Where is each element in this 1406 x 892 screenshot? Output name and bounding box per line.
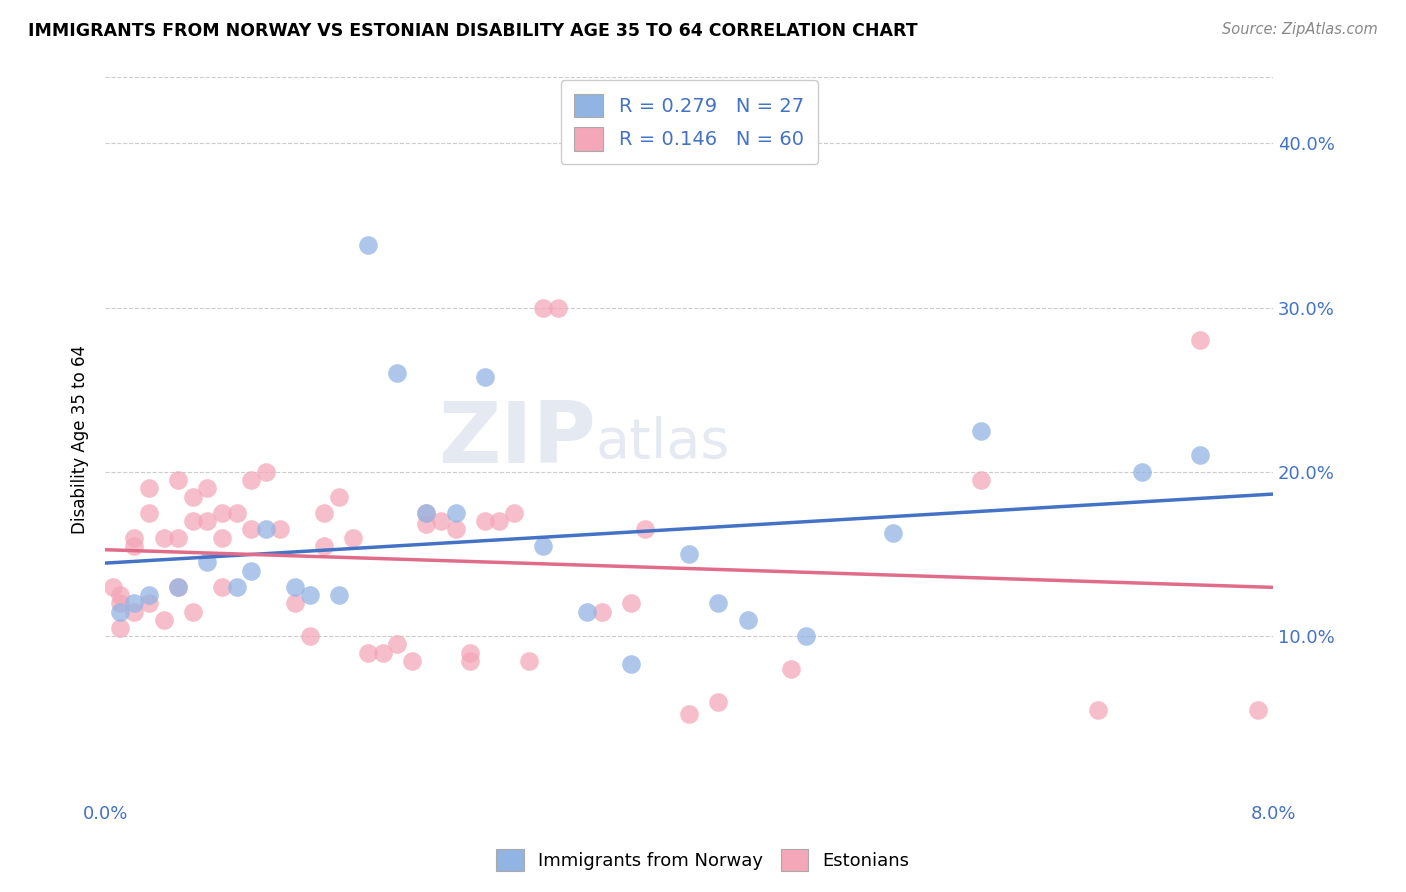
Point	[211, 580, 233, 594]
Point	[458, 646, 481, 660]
Point	[138, 596, 160, 610]
Point	[1087, 703, 1109, 717]
Point	[531, 301, 554, 315]
Point	[1189, 334, 1212, 348]
Point	[1189, 449, 1212, 463]
Point	[284, 580, 307, 594]
Point	[371, 646, 394, 660]
Point	[167, 473, 190, 487]
Point	[108, 605, 131, 619]
Text: ZIP: ZIP	[437, 398, 596, 481]
Point	[620, 596, 643, 610]
Point	[314, 506, 336, 520]
Point	[225, 506, 247, 520]
Text: Source: ZipAtlas.com: Source: ZipAtlas.com	[1222, 22, 1378, 37]
Y-axis label: Disability Age 35 to 64: Disability Age 35 to 64	[72, 344, 89, 533]
Text: IMMIGRANTS FROM NORWAY VS ESTONIAN DISABILITY AGE 35 TO 64 CORRELATION CHART: IMMIGRANTS FROM NORWAY VS ESTONIAN DISAB…	[28, 22, 918, 40]
Point	[415, 517, 437, 532]
Point	[124, 539, 146, 553]
Point	[415, 506, 437, 520]
Point	[385, 366, 408, 380]
Point	[488, 514, 510, 528]
Point	[678, 706, 700, 721]
Point	[254, 465, 277, 479]
Point	[197, 555, 219, 569]
Point	[138, 506, 160, 520]
Point	[458, 654, 481, 668]
Legend: Immigrants from Norway, Estonians: Immigrants from Norway, Estonians	[489, 842, 917, 879]
Point	[415, 506, 437, 520]
Point	[517, 654, 540, 668]
Point	[152, 613, 174, 627]
Point	[197, 514, 219, 528]
Point	[503, 506, 526, 520]
Point	[474, 369, 496, 384]
Point	[211, 506, 233, 520]
Point	[634, 523, 657, 537]
Point	[357, 646, 380, 660]
Point	[284, 596, 307, 610]
Point	[328, 490, 350, 504]
Point	[240, 473, 263, 487]
Point	[970, 473, 993, 487]
Point	[444, 523, 467, 537]
Point	[138, 481, 160, 495]
Point	[269, 523, 291, 537]
Point	[531, 539, 554, 553]
Point	[620, 657, 643, 672]
Point	[401, 654, 423, 668]
Point	[108, 621, 131, 635]
Point	[181, 490, 204, 504]
Point	[298, 629, 321, 643]
Point	[737, 613, 759, 627]
Point	[314, 539, 336, 553]
Point	[108, 596, 131, 610]
Point	[780, 662, 803, 676]
Point	[794, 629, 817, 643]
Point	[591, 605, 613, 619]
Point	[225, 580, 247, 594]
Text: atlas: atlas	[596, 416, 730, 470]
Point	[240, 523, 263, 537]
Point	[138, 588, 160, 602]
Point	[240, 564, 263, 578]
Point	[181, 514, 204, 528]
Point	[167, 531, 190, 545]
Point	[678, 547, 700, 561]
Legend: R = 0.279   N = 27, R = 0.146   N = 60: R = 0.279 N = 27, R = 0.146 N = 60	[561, 80, 818, 164]
Point	[575, 605, 598, 619]
Point	[385, 638, 408, 652]
Point	[124, 605, 146, 619]
Point	[124, 596, 146, 610]
Point	[328, 588, 350, 602]
Point	[197, 481, 219, 495]
Point	[970, 424, 993, 438]
Point	[211, 531, 233, 545]
Point	[474, 514, 496, 528]
Point	[547, 301, 569, 315]
Point	[101, 580, 124, 594]
Point	[152, 531, 174, 545]
Point	[167, 580, 190, 594]
Point	[108, 588, 131, 602]
Point	[124, 531, 146, 545]
Point	[357, 238, 380, 252]
Point	[342, 531, 364, 545]
Point	[254, 523, 277, 537]
Point	[707, 596, 730, 610]
Point	[882, 525, 904, 540]
Point	[298, 588, 321, 602]
Point	[444, 506, 467, 520]
Point	[181, 605, 204, 619]
Point	[430, 514, 453, 528]
Point	[1247, 703, 1270, 717]
Point	[1130, 465, 1153, 479]
Point	[707, 695, 730, 709]
Point	[167, 580, 190, 594]
